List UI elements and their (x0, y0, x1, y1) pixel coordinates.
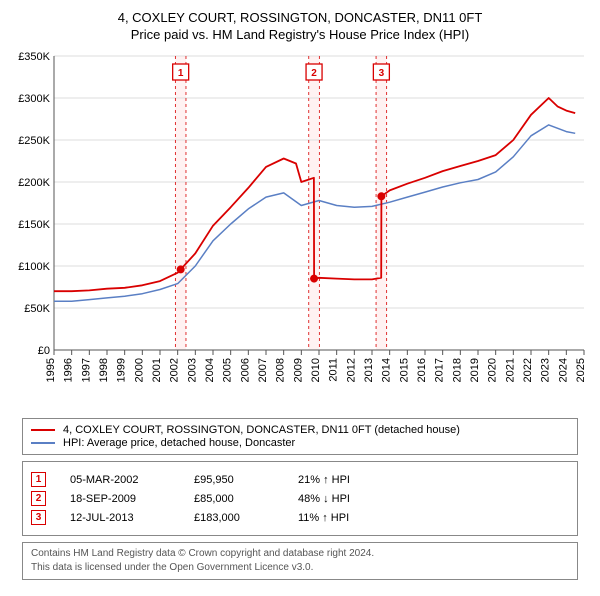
chart-title-block: 4, COXLEY COURT, ROSSINGTON, DONCASTER, … (10, 10, 590, 42)
event-date: 18-SEP-2009 (70, 493, 170, 505)
svg-text:£100K: £100K (18, 261, 50, 273)
footer-line1: Contains HM Land Registry data © Crown c… (31, 547, 569, 561)
svg-text:2024: 2024 (557, 358, 569, 382)
svg-text:2005: 2005 (222, 358, 234, 382)
events-table: 1 05-MAR-2002 £95,950 21% ↑ HPI 2 18-SEP… (22, 461, 578, 536)
svg-text:1995: 1995 (45, 358, 57, 382)
svg-text:2: 2 (311, 68, 317, 79)
svg-text:2001: 2001 (151, 358, 163, 382)
svg-text:2000: 2000 (133, 358, 145, 382)
svg-text:£250K: £250K (18, 135, 50, 147)
event-num: 2 (36, 493, 42, 504)
svg-text:2007: 2007 (257, 358, 269, 382)
svg-text:2022: 2022 (522, 358, 534, 382)
event-num: 3 (36, 512, 42, 523)
svg-text:2003: 2003 (186, 358, 198, 382)
event-price: £85,000 (194, 493, 274, 505)
event-row: 2 18-SEP-2009 £85,000 48% ↓ HPI (31, 491, 569, 506)
event-marker-box: 1 (31, 472, 46, 487)
event-date: 05-MAR-2002 (70, 474, 170, 486)
event-date: 12-JUL-2013 (70, 512, 170, 524)
svg-text:2019: 2019 (469, 358, 481, 382)
chart-svg: £0 £50K £100K £150K £200K £250K £300K £350K 1995… (10, 50, 590, 410)
svg-text:£50K: £50K (24, 303, 50, 315)
svg-text:1996: 1996 (63, 358, 75, 382)
svg-text:2025: 2025 (575, 358, 587, 382)
svg-text:£0: £0 (38, 345, 50, 357)
event-marker-box: 2 (31, 491, 46, 506)
svg-text:2012: 2012 (345, 358, 357, 382)
svg-text:2017: 2017 (434, 358, 446, 382)
legend-swatch (31, 429, 55, 431)
svg-text:2004: 2004 (204, 358, 216, 382)
svg-text:£300K: £300K (18, 93, 50, 105)
svg-text:£350K: £350K (18, 51, 50, 63)
legend-swatch (31, 442, 55, 444)
svg-text:2014: 2014 (381, 358, 393, 382)
svg-text:1999: 1999 (116, 358, 128, 382)
event-num: 1 (36, 474, 42, 485)
event-row: 1 05-MAR-2002 £95,950 21% ↑ HPI (31, 472, 569, 487)
event-price: £95,950 (194, 474, 274, 486)
event-diff: 21% ↑ HPI (298, 474, 398, 486)
svg-text:3: 3 (379, 68, 385, 79)
event-price: £183,000 (194, 512, 274, 524)
svg-text:2018: 2018 (451, 358, 463, 382)
svg-text:1: 1 (178, 68, 184, 79)
svg-text:£200K: £200K (18, 177, 50, 189)
svg-text:2020: 2020 (487, 358, 499, 382)
svg-text:1998: 1998 (98, 358, 110, 382)
svg-text:2010: 2010 (310, 358, 322, 382)
svg-text:2009: 2009 (292, 358, 304, 382)
event-row: 3 12-JUL-2013 £183,000 11% ↑ HPI (31, 510, 569, 525)
legend-label: 4, COXLEY COURT, ROSSINGTON, DONCASTER, … (63, 424, 460, 436)
svg-text:2023: 2023 (540, 358, 552, 382)
legend-label: HPI: Average price, detached house, Donc… (63, 437, 295, 449)
svg-text:1997: 1997 (80, 358, 92, 382)
event-marker-box: 3 (31, 510, 46, 525)
event-diff: 48% ↓ HPI (298, 493, 398, 505)
footer: Contains HM Land Registry data © Crown c… (22, 542, 578, 580)
event-diff: 11% ↑ HPI (298, 512, 398, 524)
title-line2: Price paid vs. HM Land Registry's House … (10, 27, 590, 42)
svg-text:2011: 2011 (328, 358, 340, 382)
legend-row: HPI: Average price, detached house, Donc… (31, 437, 569, 449)
svg-text:2021: 2021 (504, 358, 516, 382)
svg-text:2008: 2008 (275, 358, 287, 382)
svg-text:2015: 2015 (398, 358, 410, 382)
chart: £0 £50K £100K £150K £200K £250K £300K £350K 1995… (10, 50, 590, 410)
legend-row: 4, COXLEY COURT, ROSSINGTON, DONCASTER, … (31, 424, 569, 436)
svg-text:2013: 2013 (363, 358, 375, 382)
title-line1: 4, COXLEY COURT, ROSSINGTON, DONCASTER, … (10, 10, 590, 25)
svg-text:2002: 2002 (169, 358, 181, 382)
footer-line2: This data is licensed under the Open Gov… (31, 561, 569, 575)
legend: 4, COXLEY COURT, ROSSINGTON, DONCASTER, … (22, 418, 578, 455)
svg-text:£150K: £150K (18, 219, 50, 231)
svg-text:2006: 2006 (239, 358, 251, 382)
svg-text:2016: 2016 (416, 358, 428, 382)
